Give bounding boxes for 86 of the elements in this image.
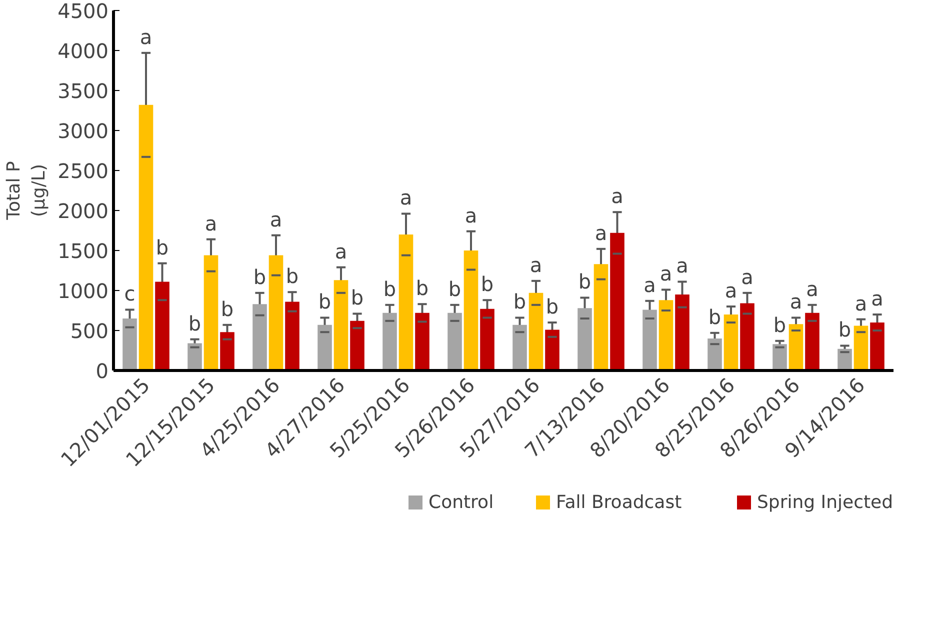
- y-tick-label: 1000: [58, 279, 109, 303]
- bar: [838, 348, 852, 370]
- data-label: a: [806, 276, 818, 301]
- data-label: b: [318, 290, 332, 314]
- bar: [870, 322, 884, 370]
- bar: [350, 320, 364, 370]
- y-tick-label: 3000: [58, 119, 109, 143]
- y-tick-label: 0: [96, 359, 109, 383]
- data-label: a: [854, 291, 868, 316]
- y-tick-label: 2000: [58, 199, 109, 223]
- data-label: a: [270, 207, 282, 232]
- bar: [318, 324, 332, 370]
- data-label: a: [611, 184, 624, 208]
- data-label: c: [124, 282, 136, 306]
- legend-label: Spring Injected: [757, 492, 894, 513]
- bar: [268, 255, 284, 370]
- data-label: b: [708, 304, 722, 329]
- data-label: a: [530, 252, 542, 277]
- data-label: a: [594, 220, 608, 245]
- bar: [204, 255, 218, 370]
- data-label: b: [773, 312, 786, 337]
- data-label: b: [480, 272, 494, 296]
- data-label: b: [350, 286, 364, 310]
- bar: [285, 302, 300, 370]
- bar: [398, 234, 414, 370]
- bar: [545, 330, 560, 370]
- bar: [448, 312, 462, 370]
- bar: [480, 308, 494, 370]
- data-label: a: [660, 262, 672, 286]
- data-label: b: [286, 264, 299, 288]
- data-label: a: [140, 24, 152, 49]
- data-label: a: [464, 203, 478, 228]
- bar: [382, 312, 397, 370]
- data-label: b: [188, 311, 202, 336]
- bar: [122, 318, 137, 370]
- y-tick-label: 4000: [58, 39, 109, 63]
- bar: [155, 282, 170, 370]
- data-label: b: [448, 276, 462, 301]
- bar: [642, 310, 657, 370]
- bar: [512, 324, 527, 370]
- data-label: a: [334, 239, 348, 264]
- data-label: b: [578, 270, 592, 294]
- data-label: b: [253, 264, 266, 289]
- y-tick-label: 4500: [58, 0, 109, 23]
- bar: [658, 300, 674, 370]
- bar: [788, 324, 804, 370]
- bar: [675, 294, 690, 370]
- data-label: b: [416, 276, 429, 300]
- data-label: a: [676, 254, 688, 278]
- y-tick-label: 1500: [58, 239, 109, 263]
- data-label: b: [838, 318, 852, 342]
- bar: [464, 250, 478, 370]
- legend-label: Control: [428, 492, 494, 513]
- data-label: b: [383, 276, 396, 301]
- bar: [708, 338, 722, 370]
- bar: [610, 232, 624, 370]
- y-axis-title: Total P (µg/L): [3, 161, 50, 221]
- data-label: a: [871, 286, 884, 310]
- bar: [252, 304, 267, 370]
- legend-label: Fall Broadcast: [556, 492, 682, 513]
- data-label: a: [400, 186, 412, 210]
- bar: [594, 264, 608, 370]
- bar: [578, 308, 592, 370]
- bar: [528, 292, 544, 370]
- y-tick-label: 2500: [58, 159, 109, 183]
- data-label: a: [724, 278, 738, 302]
- data-label: b: [220, 296, 234, 321]
- data-label: b: [513, 290, 526, 314]
- bar: [854, 326, 868, 370]
- bar: [138, 104, 154, 370]
- bar: [220, 332, 234, 370]
- bar: [740, 303, 754, 370]
- y-tick-label: 500: [70, 319, 109, 343]
- bar: [334, 280, 348, 370]
- data-label: a: [644, 272, 656, 297]
- data-label: a: [204, 211, 218, 236]
- bar: [805, 312, 820, 370]
- data-label: a: [741, 264, 754, 289]
- bar: [724, 314, 738, 370]
- bar: [772, 344, 787, 370]
- bar: [415, 312, 430, 370]
- data-label: a: [790, 290, 802, 314]
- data-label: b: [546, 294, 559, 318]
- data-label: b: [156, 235, 169, 260]
- y-tick-label: 3500: [58, 79, 109, 103]
- bar: [188, 343, 202, 370]
